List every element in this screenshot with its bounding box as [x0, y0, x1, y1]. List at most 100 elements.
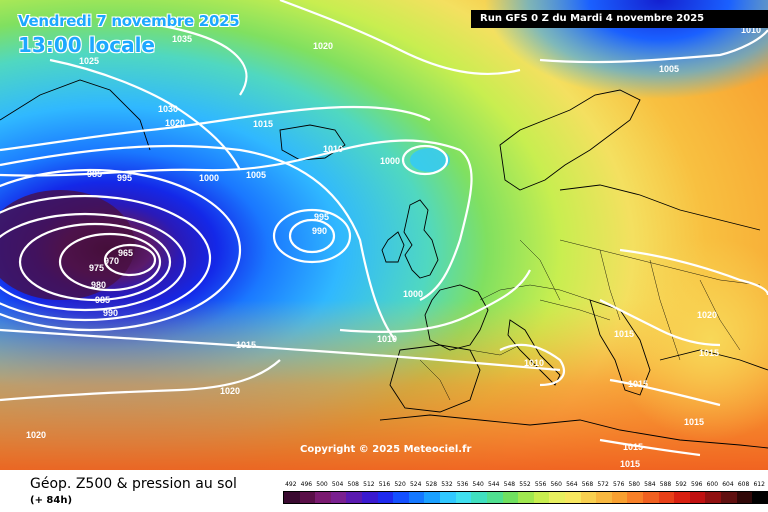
- isobar-label: 985: [95, 295, 110, 305]
- isobar-1020-east: [619, 248, 768, 296]
- isobar-label: 1010: [323, 144, 343, 154]
- coastline-greenland: [0, 79, 151, 151]
- color-scale-swatch: [471, 492, 487, 503]
- isobar-1000: [0, 139, 473, 301]
- color-scale-swatch: [689, 492, 706, 503]
- isobar-label: 1010: [524, 358, 544, 368]
- color-scale-label: 588: [659, 481, 672, 488]
- run-info-banner: Run GFS 0 Z du Mardi 4 novembre 2025: [471, 10, 768, 28]
- coastlines: [0, 79, 768, 449]
- color-scale-swatch: [752, 492, 768, 503]
- color-scale-swatch: [627, 492, 644, 503]
- color-scale-label: 496: [300, 481, 313, 488]
- isobar-label: 990: [103, 308, 118, 318]
- isobar-label: 1015: [699, 348, 719, 358]
- color-scale-swatch: [486, 492, 503, 503]
- isobars: [0, 0, 768, 455]
- isobar-label: 1010: [377, 334, 397, 344]
- color-scale-label: 516: [378, 481, 391, 488]
- isobar-label: 1005: [246, 170, 266, 180]
- color-scale-swatch: [596, 492, 612, 503]
- isobar-label: 980: [91, 280, 106, 290]
- color-scale-swatch: [330, 492, 347, 503]
- color-scale-label: 500: [316, 481, 328, 488]
- isobar-1000-north: [401, 144, 449, 176]
- forecast-lead-time: (+ 84h): [30, 495, 73, 506]
- color-scale-swatch: [518, 492, 534, 503]
- isobar-980: [0, 212, 187, 312]
- color-scale-label: 536: [456, 481, 469, 488]
- color-scale-swatch: [408, 492, 425, 503]
- isobar-label: 1020: [220, 386, 240, 396]
- isobar-1005-north: [539, 29, 768, 64]
- pressure-map: 1035 1020 1025 1030 1020 1015 1010 1000 …: [0, 0, 768, 470]
- isobar-1020-south: [0, 359, 281, 402]
- isobar-1010-italy: [499, 343, 565, 387]
- isobar-label: 1015: [623, 442, 643, 452]
- color-scale-label: 552: [519, 481, 531, 488]
- isobar-label: 1000: [403, 289, 423, 299]
- geopotential-east-ridge: [480, 180, 768, 470]
- color-scale-swatch: [502, 492, 519, 503]
- color-scale-swatch: [736, 492, 753, 503]
- isobar-990: [0, 168, 242, 332]
- isobar-label: 970: [104, 256, 119, 266]
- isobar-1035: [119, 18, 248, 96]
- color-scale-label: 548: [503, 481, 516, 488]
- isobar-label: 1000: [380, 156, 400, 166]
- color-scale-swatch: [346, 492, 363, 503]
- color-scale-swatch: [362, 492, 378, 503]
- isobar-label: 1015: [620, 459, 640, 469]
- country-borders: [419, 239, 761, 401]
- color-scale-swatch: [564, 492, 581, 503]
- color-scale-label: 560: [550, 481, 562, 488]
- color-scale-label: 556: [534, 481, 547, 488]
- coastline-scandinavia: [499, 89, 641, 191]
- color-scale-swatch: [705, 492, 722, 503]
- isobar-995-small: [272, 208, 352, 264]
- isobar-label: 975: [89, 263, 104, 273]
- isobar-1020-west: [49, 58, 241, 171]
- color-scale-label: 508: [347, 481, 359, 488]
- color-scale-label: 520: [394, 481, 406, 488]
- isobar-label: 1000: [199, 173, 219, 183]
- color-scale-label: 572: [597, 481, 609, 488]
- isobar-975: [18, 222, 172, 302]
- coastline-italy: [507, 319, 561, 386]
- legend-footer: Géop. Z500 & pression au sol (+ 84h) 492…: [0, 470, 768, 512]
- color-scale-swatch: [299, 492, 316, 503]
- color-scale-label: 592: [675, 481, 687, 488]
- isobar-label: 1015: [614, 329, 634, 339]
- isobar-label: 1020: [697, 310, 717, 320]
- color-scale-swatch: [284, 492, 300, 503]
- color-scale-swatch: [658, 492, 675, 503]
- color-scale-label: 576: [612, 481, 625, 488]
- color-scale-swatch: [424, 492, 441, 503]
- isobar-1020-north: [279, 0, 521, 76]
- color-scale-label: 584: [644, 481, 656, 488]
- forecast-time: 13:00 locale: [18, 33, 155, 57]
- isobar-1010-west: [0, 105, 431, 152]
- isobar-1015-east: [599, 299, 721, 347]
- color-scale-swatch: [611, 492, 628, 503]
- isobar-label: 1015: [236, 340, 256, 350]
- color-scale-label: 504: [331, 481, 344, 488]
- coastline-france: [424, 284, 489, 351]
- isobar-label: 1030: [158, 104, 178, 114]
- isobar-965: [103, 243, 157, 277]
- color-scale-label: 532: [441, 481, 453, 488]
- color-scale-swatch: [549, 492, 565, 503]
- coastline-great-britain: [403, 199, 439, 279]
- color-scale-swatch: [580, 492, 597, 503]
- isobar-970: [58, 232, 162, 292]
- color-scale-swatch: [393, 492, 409, 503]
- color-scale-label: 544: [488, 481, 500, 488]
- color-scale-label: 568: [581, 481, 594, 488]
- color-scale-label: 540: [472, 481, 484, 488]
- isobar-label: 1035: [172, 34, 192, 44]
- color-scale-label: 596: [691, 481, 703, 488]
- coastline-iberia: [389, 344, 481, 413]
- color-scale-labels: 492 496 500 504 508 512 516 520 524 528 532 536 540 5…: [281, 481, 767, 489]
- coastline-ireland: [381, 231, 405, 263]
- color-scale-label: 608: [737, 481, 750, 488]
